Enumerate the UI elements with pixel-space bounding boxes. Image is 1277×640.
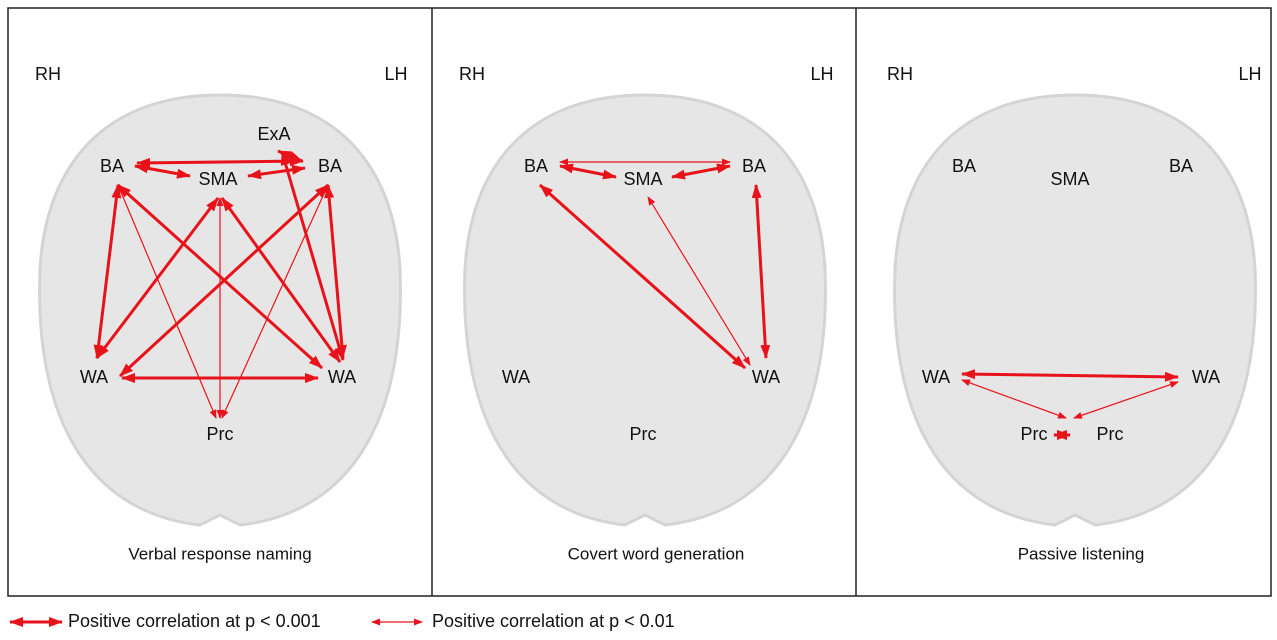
hemisphere-label: LH: [384, 64, 407, 84]
strong-arrow: [137, 161, 303, 163]
hemisphere-label: LH: [810, 64, 833, 84]
node-label: WA: [80, 367, 108, 387]
legend-label: Positive correlation at p < 0.001: [68, 611, 321, 631]
figure: RH LH ExA BA SMA BA WA WA Prc Verbal res…: [0, 0, 1277, 635]
node-label: ExA: [257, 124, 290, 144]
node-label: WA: [502, 367, 530, 387]
node-label: SMA: [198, 169, 237, 189]
node-label: BA: [100, 156, 124, 176]
hemisphere-label: LH: [1238, 64, 1261, 84]
node-label: WA: [1192, 367, 1220, 387]
hemisphere-label: RH: [35, 64, 61, 84]
hemisphere-label: RH: [459, 64, 485, 84]
caption: Covert word generation: [568, 544, 745, 563]
node-label: Prc: [1021, 424, 1048, 444]
node-label: SMA: [623, 169, 662, 189]
node-label: Prc: [1097, 424, 1124, 444]
node-label: BA: [318, 156, 342, 176]
caption: Verbal response naming: [128, 544, 311, 563]
node-label: WA: [752, 367, 780, 387]
node-label: Prc: [207, 424, 234, 444]
brain: [895, 95, 1256, 525]
node-label: BA: [1169, 156, 1193, 176]
node-label: WA: [922, 367, 950, 387]
brain: [465, 95, 826, 525]
node-label: SMA: [1050, 169, 1089, 189]
node-label: BA: [742, 156, 766, 176]
node-label: WA: [328, 367, 356, 387]
node-label: BA: [524, 156, 548, 176]
legend-label: Positive correlation at p < 0.01: [432, 611, 675, 631]
caption: Passive listening: [1018, 544, 1145, 563]
node-label: Prc: [630, 424, 657, 444]
node-label: BA: [952, 156, 976, 176]
hemisphere-label: RH: [887, 64, 913, 84]
